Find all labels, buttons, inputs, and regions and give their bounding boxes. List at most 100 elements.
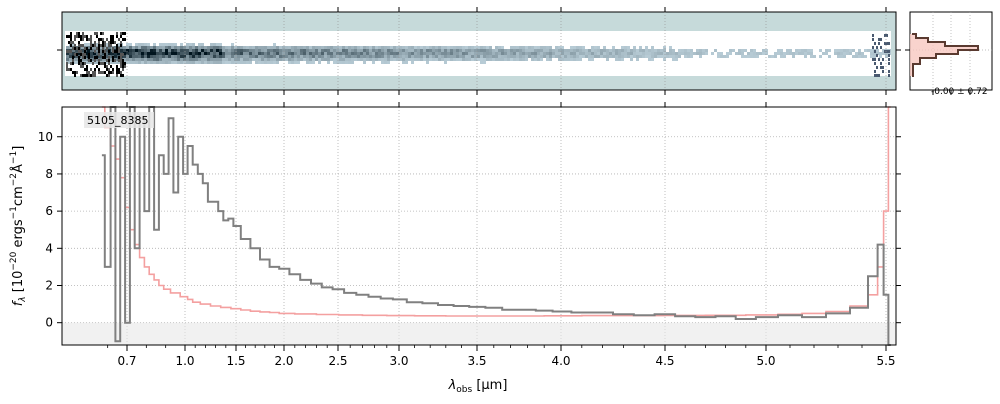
spectrum-2d-noise	[888, 50, 890, 53]
spectrum-2d-pixel	[555, 49, 558, 52]
spectrum-2d-pixel	[261, 52, 264, 55]
spectrum-2d-pixel	[411, 46, 414, 49]
spectrum-2d-pixel	[381, 55, 384, 58]
spectrum-2d-pixel	[297, 52, 300, 55]
spectrum-2d-pixel	[78, 52, 81, 55]
spectrum-2d-pixel	[177, 52, 180, 55]
spectrum-2d-noise	[70, 50, 72, 53]
spectrum-2d-pixel	[159, 49, 162, 52]
spectrum-2d-pixel	[165, 58, 168, 61]
spectrum-2d-pixel	[864, 55, 867, 58]
spectrum-2d-pixel	[96, 61, 99, 64]
spectrum-2d-pixel	[174, 61, 177, 64]
spectrum-2d-pixel	[630, 55, 633, 58]
spectrum-2d-pixel	[666, 52, 669, 55]
spectrum-2d-pixel	[195, 52, 198, 55]
spectrum-2d-pixel	[561, 58, 564, 61]
spectrum-2d-pixel	[294, 61, 297, 64]
spectrum-2d-noise	[78, 41, 80, 44]
spectrum-2d-pixel	[657, 55, 660, 58]
spectrum-2d-pixel	[294, 55, 297, 58]
spectrum-2d-pixel	[645, 49, 648, 52]
spectrum-2d-pixel	[312, 46, 315, 49]
spectrum-2d-pixel	[240, 46, 243, 49]
spectrum-2d-pixel	[588, 55, 591, 58]
spectrum-2d-pixel	[570, 58, 573, 61]
spectrum-2d-noise	[886, 34, 888, 37]
spectrum-2d-pixel	[840, 55, 843, 58]
spectrum-2d-pixel	[258, 49, 261, 52]
spectrum-2d-pixel	[180, 55, 183, 58]
spectrum-2d-pixel	[225, 46, 228, 49]
spectrum-2d-pixel	[870, 55, 873, 58]
spectrum-2d-pixel	[222, 61, 225, 64]
spectrum-2d-pixel	[783, 52, 786, 55]
spectrum-2d-pixel	[363, 58, 366, 61]
spectrum-2d-pixel	[576, 55, 579, 58]
spectrum-2d-pixel	[624, 52, 627, 55]
spectrum-2d-pixel	[216, 49, 219, 52]
spectrum-2d-pixel	[471, 58, 474, 61]
spectrum-2d-noise	[112, 47, 114, 50]
spectrum-2d-pixel	[480, 55, 483, 58]
spectrum-2d-pixel	[174, 49, 177, 52]
spectrum-2d-pixel	[93, 46, 96, 49]
spectrum-2d-pixel	[870, 52, 873, 55]
spectrum-2d-pixel	[840, 52, 843, 55]
spectrum-2d-noise	[112, 56, 114, 59]
spectrum-2d-pixel	[531, 55, 534, 58]
spectrum-2d-pixel	[591, 58, 594, 61]
spectrum-2d-pixel	[789, 49, 792, 52]
spectrum-2d-pixel	[153, 55, 156, 58]
spectrum-2d-pixel	[348, 55, 351, 58]
spectrum-2d-pixel	[144, 49, 147, 52]
spectrum-2d-pixel	[141, 49, 144, 52]
spectrum-2d-noise	[116, 74, 118, 77]
spectrum-2d-pixel	[243, 52, 246, 55]
spectrum-2d-pixel	[618, 52, 621, 55]
spectrum-2d-pixel	[498, 55, 501, 58]
spectrum-2d-pixel	[477, 55, 480, 58]
spectrum-2d-noise	[884, 42, 886, 45]
spectrum-2d-pixel	[582, 55, 585, 58]
spectrum-2d-pixel	[534, 58, 537, 61]
spectrum-2d-pixel	[318, 52, 321, 55]
spectrum-2d-noise	[82, 65, 84, 68]
spectrum-2d-pixel	[855, 55, 858, 58]
spectrum-2d-pixel	[273, 46, 276, 49]
spectrum-2d-noise	[84, 47, 86, 50]
spectrum-2d-noise	[104, 65, 106, 68]
spectrum-2d-noise	[124, 65, 126, 68]
spectrum-2d-pixel	[603, 52, 606, 55]
spectrum-2d-pixel	[351, 55, 354, 58]
spectrum-2d-pixel	[879, 55, 882, 58]
spectrum-2d-pixel	[219, 55, 222, 58]
spectrum-2d-pixel	[159, 43, 162, 46]
spectrum-2d-pixel	[174, 58, 177, 61]
spectrum-2d-noise	[94, 59, 96, 62]
spectrum-2d-pixel	[801, 49, 804, 52]
spectrum-2d-noise	[874, 62, 876, 65]
spectrum-2d-pixel	[645, 55, 648, 58]
spectrum-2d-pixel	[837, 55, 840, 58]
spectrum-2d-pixel	[786, 49, 789, 52]
spectrum-2d-pixel	[498, 58, 501, 61]
spectrum-2d-pixel	[66, 55, 69, 58]
spectrum-2d-pixel	[642, 52, 645, 55]
spectrum-2d-pixel	[333, 58, 336, 61]
spectrum-2d-pixel	[201, 46, 204, 49]
y-tick-label: 10	[38, 130, 53, 144]
spectrum-2d-pixel	[549, 52, 552, 55]
spectrum-2d-pixel	[351, 46, 354, 49]
spectrum-2d-pixel	[330, 55, 333, 58]
spectrum-2d-pixel	[594, 52, 597, 55]
spectrum-2d-noise	[80, 59, 82, 62]
spectrum-2d-pixel	[336, 58, 339, 61]
spectrum-2d-pixel	[195, 58, 198, 61]
spectrum-2d-pixel	[561, 52, 564, 55]
spectrum-2d-pixel	[486, 55, 489, 58]
spectrum-2d-pixel	[846, 49, 849, 52]
spectrum-2d-pixel	[528, 46, 531, 49]
zero-reference-band	[62, 322, 896, 345]
spectrum-2d-pixel	[249, 58, 252, 61]
